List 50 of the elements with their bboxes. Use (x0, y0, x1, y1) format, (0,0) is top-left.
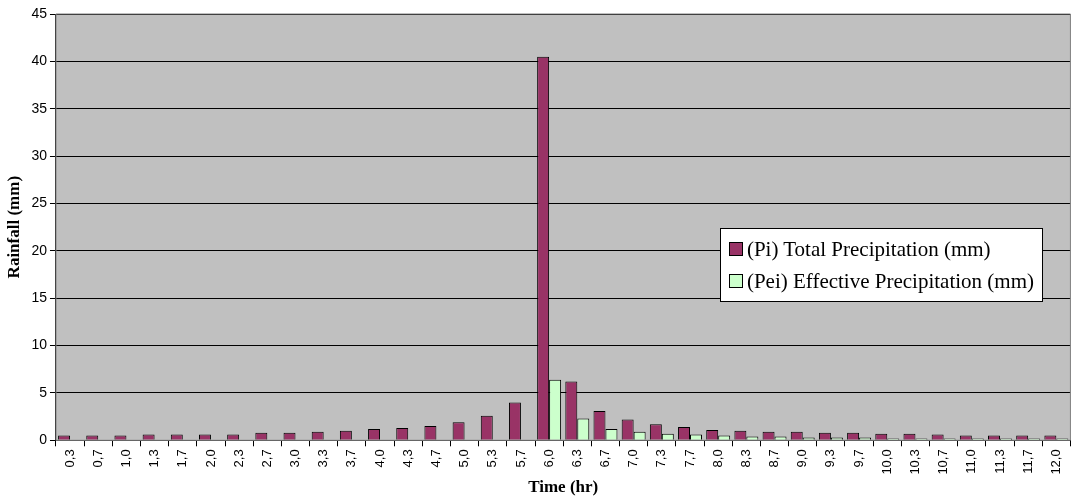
y-tick-label: 0 (39, 431, 48, 448)
x-tick-label: 10,3 (907, 449, 923, 475)
x-tick-label: 6,0 (540, 449, 556, 468)
y-tick-label: 30 (31, 146, 48, 163)
x-tick-label: 8,3 (737, 449, 753, 468)
y-tick-label: 15 (31, 289, 48, 306)
x-tick-label: 10,7 (935, 449, 951, 475)
x-tick-label: 7,3 (653, 449, 669, 468)
x-tick-label: 10,0 (878, 449, 894, 475)
y-tick-label: 45 (31, 4, 48, 21)
x-tick-label: 1,7 (174, 449, 190, 468)
x-tick-label: 5,3 (484, 449, 500, 468)
y-axis-title: Rainfall (mm) (3, 175, 23, 279)
x-tick-label: 9,3 (822, 449, 838, 468)
x-tick-label: 2,3 (230, 449, 246, 468)
y-tick-label: 25 (31, 194, 48, 211)
x-tick-label: 7,0 (625, 449, 641, 468)
x-tick-label: 2,7 (258, 449, 274, 468)
x-axis-title: Time (hr) (528, 477, 599, 497)
legend-label: (Pei) Effective Precipitation (mm) (746, 268, 1034, 295)
x-tick-label: 4,7 (427, 449, 443, 468)
x-tick-label: 6,7 (597, 449, 613, 468)
x-tick-label: 4,0 (371, 449, 387, 468)
x-tick-label: 3,7 (343, 449, 359, 468)
x-tick-label: 7,7 (681, 449, 697, 468)
legend-label: (Pi) Total Precipitation (mm) (746, 236, 991, 263)
x-tick-label: 6,3 (568, 449, 584, 468)
x-tick-label: 3,0 (287, 449, 303, 468)
x-tick-label: 1,3 (146, 449, 162, 468)
y-tick-label: 40 (31, 52, 48, 69)
x-tick-label: 8,0 (709, 449, 725, 468)
x-tick-label: 5,0 (456, 449, 472, 468)
x-tick-label: 0,7 (89, 449, 105, 468)
x-tick-label: 8,7 (766, 449, 782, 468)
x-tick-label: 11,3 (991, 449, 1007, 474)
x-tick-label: 9,0 (794, 449, 810, 468)
x-tick-label: 11,0 (963, 449, 979, 474)
x-tick-label: 12,0 (1047, 449, 1063, 475)
y-tick-label: 20 (31, 241, 48, 258)
x-tick-label: 3,3 (315, 449, 331, 468)
x-tick-label: 11,7 (1019, 449, 1035, 474)
y-tick-label: 35 (31, 99, 48, 116)
y-tick-label: 10 (31, 336, 48, 353)
x-tick-label: 9,7 (850, 449, 866, 468)
x-tick-label: 4,3 (399, 449, 415, 468)
x-tick-label: 0,3 (61, 449, 77, 468)
x-tick-label: 5,7 (512, 449, 528, 468)
y-tick-label: 5 (39, 383, 48, 400)
x-tick-label: 2,0 (202, 449, 218, 468)
x-tick-label: 1,0 (118, 449, 133, 468)
